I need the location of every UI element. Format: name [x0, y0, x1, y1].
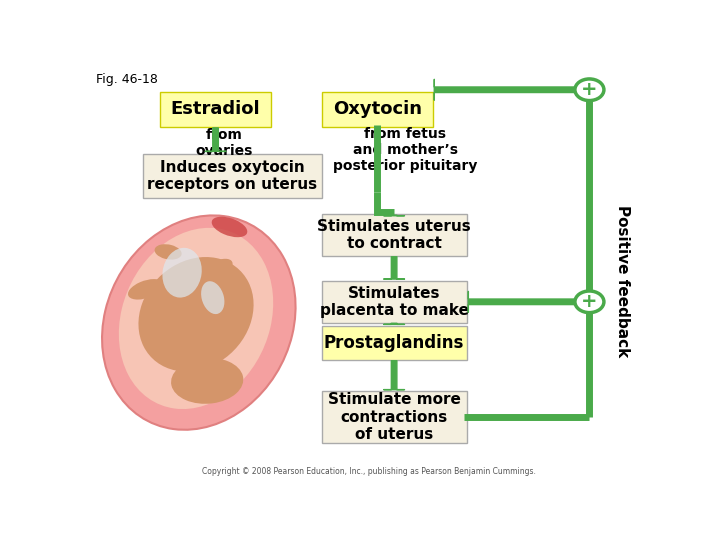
FancyBboxPatch shape [322, 281, 467, 322]
FancyArrowPatch shape [384, 323, 405, 325]
Ellipse shape [138, 257, 253, 372]
Text: +: + [581, 80, 598, 99]
Ellipse shape [128, 279, 163, 300]
FancyArrowPatch shape [205, 128, 226, 151]
Text: Induces oxytocin
receptors on uterus: Induces oxytocin receptors on uterus [147, 160, 318, 192]
FancyArrowPatch shape [384, 215, 405, 216]
Ellipse shape [119, 228, 273, 409]
FancyArrowPatch shape [468, 292, 587, 312]
Text: Fig. 46-18: Fig. 46-18 [96, 73, 158, 86]
Ellipse shape [204, 259, 233, 278]
Text: Stimulates uterus
to contract: Stimulates uterus to contract [318, 219, 471, 252]
FancyArrowPatch shape [434, 79, 587, 100]
Ellipse shape [155, 244, 181, 260]
Text: from fetus
and mother’s
posterior pituitary: from fetus and mother’s posterior pituit… [333, 127, 477, 173]
Circle shape [575, 79, 604, 100]
Text: from
ovaries: from ovaries [195, 128, 253, 158]
Text: Copyright © 2008 Pearson Education, Inc., publishing as Pearson Benjamin Cumming: Copyright © 2008 Pearson Education, Inc.… [202, 468, 536, 476]
FancyArrowPatch shape [384, 361, 405, 390]
Ellipse shape [163, 248, 202, 298]
FancyBboxPatch shape [322, 92, 433, 127]
Ellipse shape [102, 215, 296, 430]
Text: Estradiol: Estradiol [171, 100, 261, 118]
Text: Prostaglandins: Prostaglandins [324, 334, 464, 352]
Ellipse shape [171, 358, 243, 404]
FancyBboxPatch shape [143, 154, 322, 198]
FancyArrowPatch shape [384, 256, 405, 279]
Text: Stimulates
placenta to make: Stimulates placenta to make [320, 286, 469, 318]
FancyBboxPatch shape [322, 214, 467, 256]
FancyBboxPatch shape [322, 326, 467, 360]
Ellipse shape [212, 217, 247, 237]
Circle shape [575, 291, 604, 313]
Text: Oxytocin: Oxytocin [333, 100, 422, 118]
FancyBboxPatch shape [160, 92, 271, 127]
Text: +: + [581, 292, 598, 311]
FancyBboxPatch shape [322, 391, 467, 443]
Ellipse shape [201, 281, 225, 314]
Text: Stimulate more
contractions
of uterus: Stimulate more contractions of uterus [328, 392, 461, 442]
Text: Positive feedback: Positive feedback [616, 205, 631, 357]
